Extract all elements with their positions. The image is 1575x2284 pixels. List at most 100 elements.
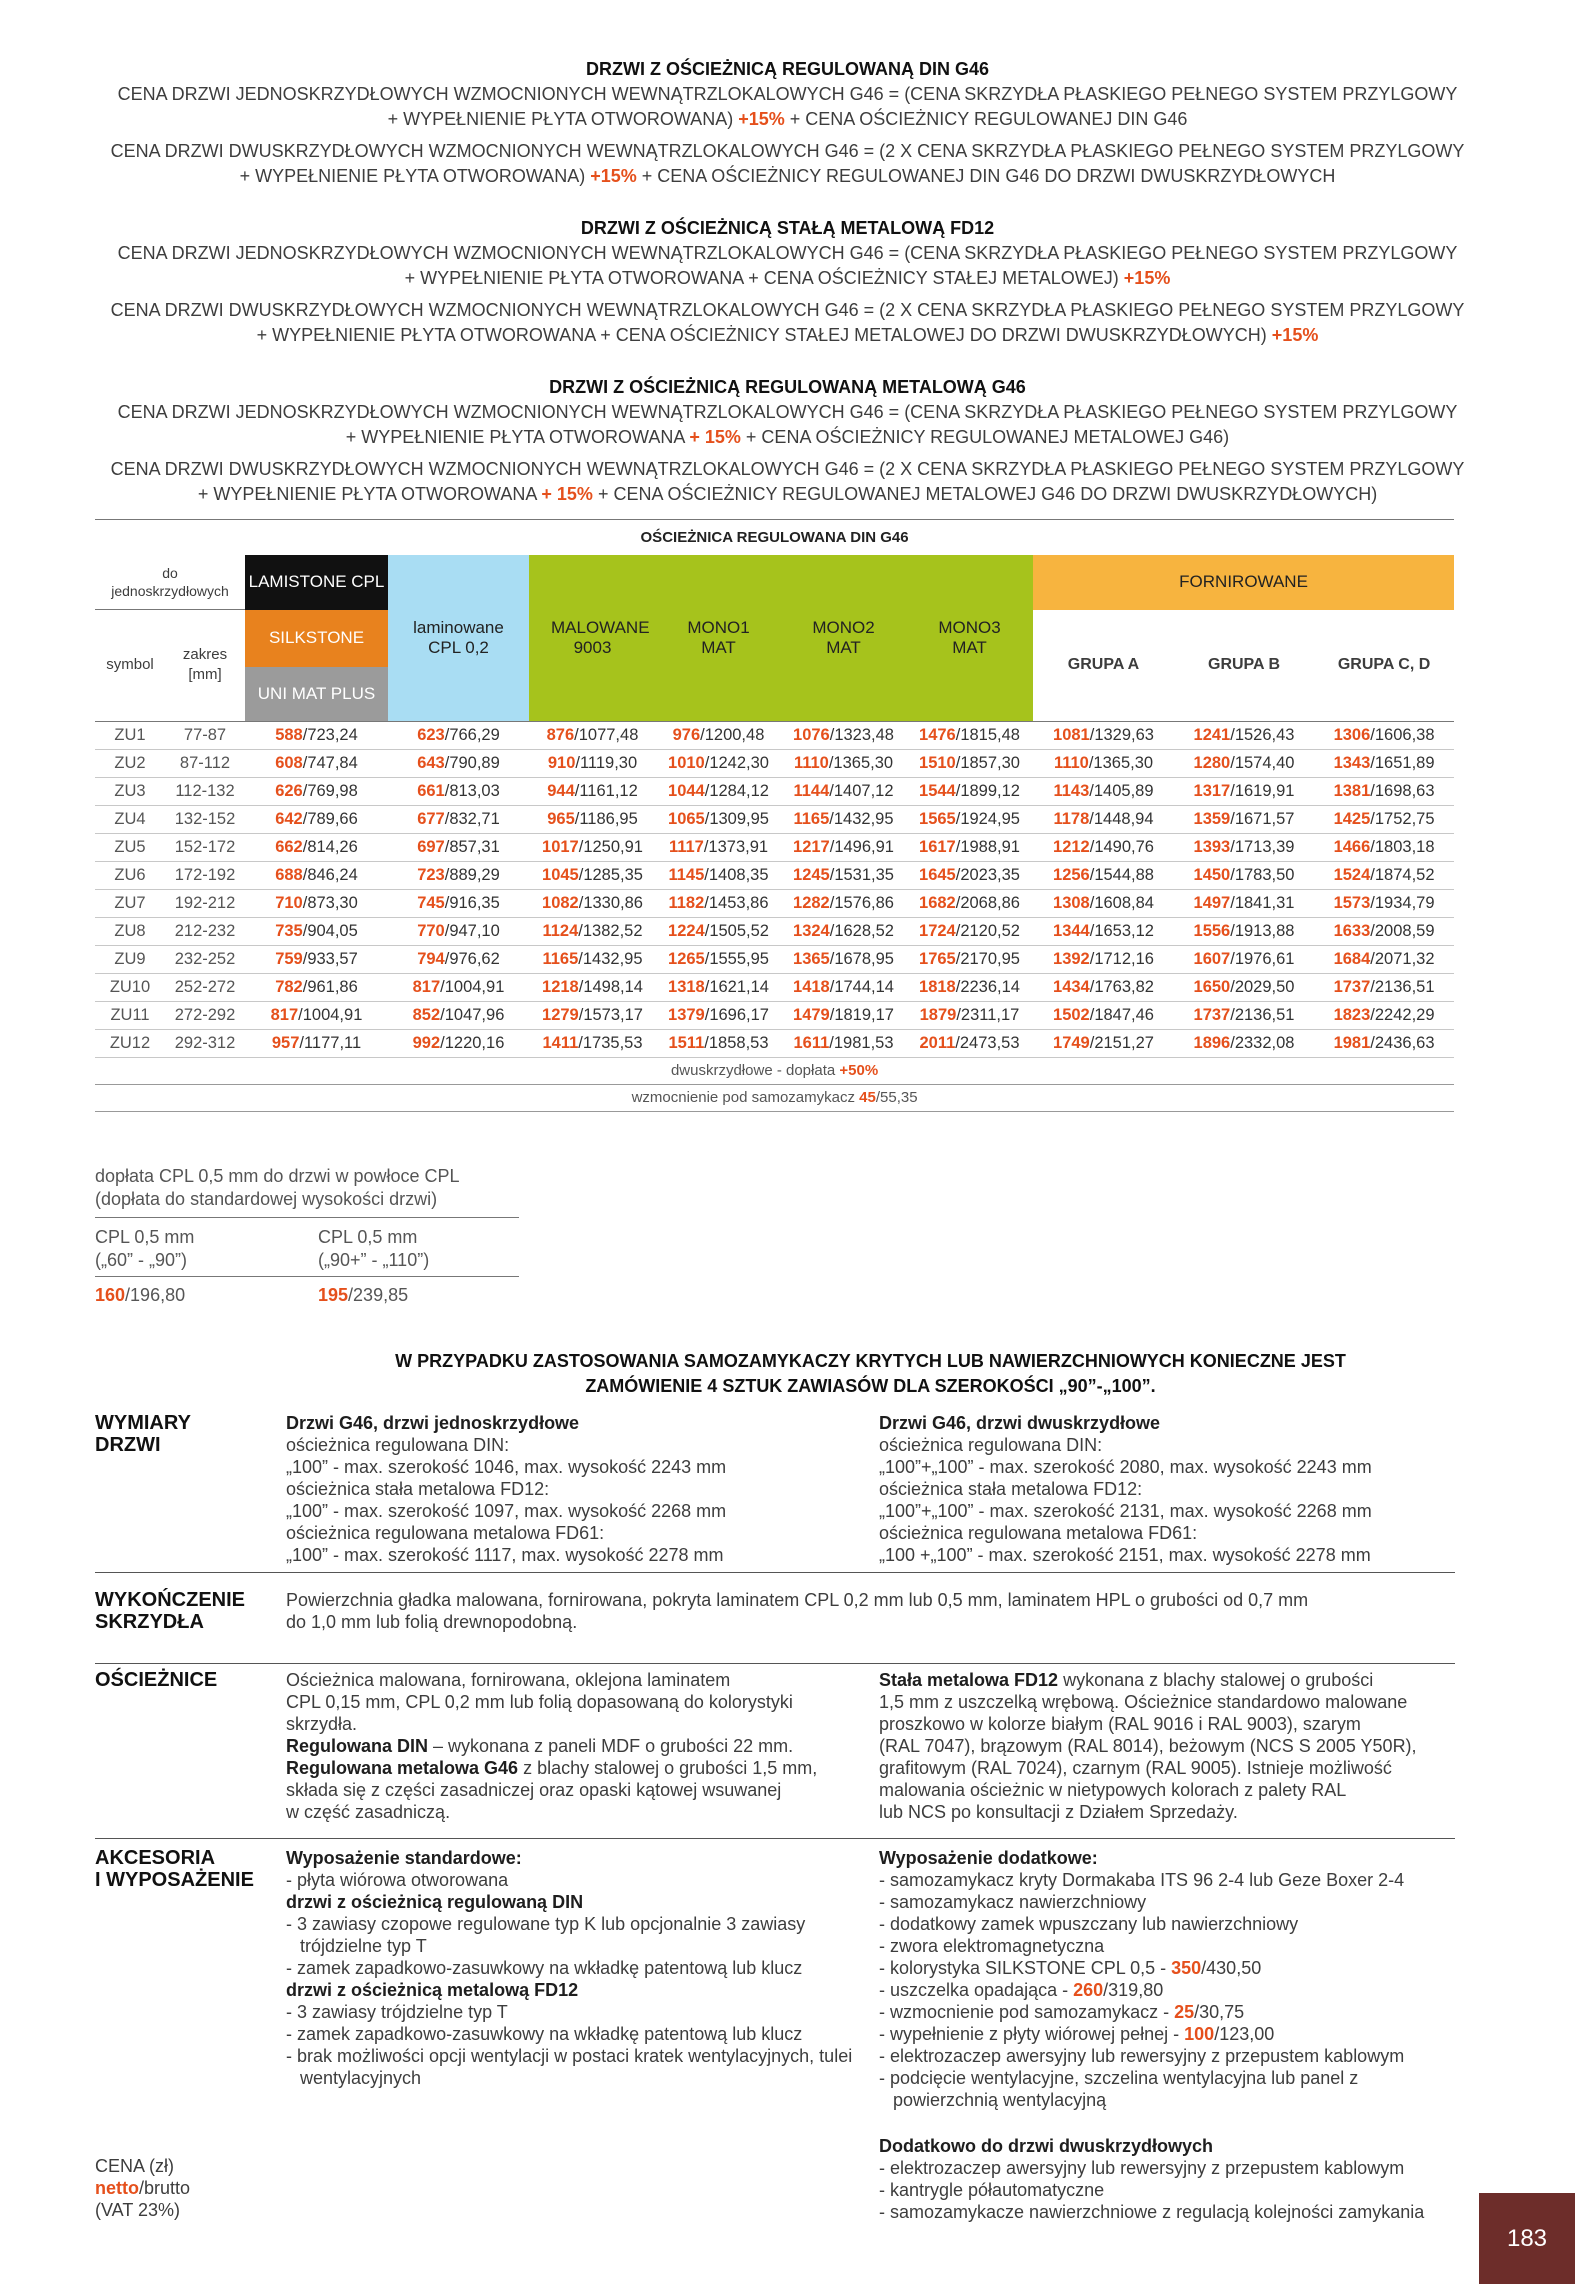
page-number: 183 (1479, 2193, 1575, 2284)
price-cell: 944/1161,12 (529, 777, 656, 806)
gross-price: /1505,52 (704, 921, 769, 940)
gross-price: /1574,40 (1230, 753, 1295, 772)
price-cell: 588/723,24 (245, 720, 388, 750)
row-label: ZU6 (95, 861, 165, 890)
spec-column: Powierzchnia gładka malowana, fornirowan… (286, 1589, 1455, 1633)
text-line: CENA DRZWI DWUSKRZYDŁOWYCH WZMOCNIONYCH … (110, 459, 1465, 479)
net-price: 1241 (1193, 725, 1231, 744)
price-cell: 745/916,35 (388, 889, 529, 918)
row-label: 132-152 (165, 805, 245, 834)
price-cell: 626/769,98 (245, 777, 388, 806)
gross-price: /813,03 (444, 781, 500, 800)
price-cell: 1749/2151,27 (1033, 1029, 1174, 1058)
price-cell: 1178/1448,94 (1033, 805, 1174, 834)
text-line: - podcięcie wentylacyjne, szczelina went… (879, 2068, 1359, 2110)
text-line: - brak możliwości opcji wentylacji w pos… (286, 2046, 853, 2088)
price-cell: 1076/1323,48 (781, 720, 906, 750)
text-line: (RAL 7047), brązowym (RAL 8014), beżowym… (879, 1736, 1417, 1756)
gross-price: /832,71 (444, 809, 500, 828)
text-line: Regulowana metalowa G46 z blachy stalowe… (286, 1757, 879, 1779)
text-line: Powierzchnia gładka malowana, fornirowan… (286, 1590, 1309, 1610)
net-price: 1510 (919, 753, 956, 772)
paragraph: CENA DRZWI JEDNOSKRZYDŁOWYCH WZMOCNIONYC… (0, 82, 1575, 132)
gross-price: /1373,91 (703, 837, 769, 856)
text-line: Wyposażenie dodatkowe: (879, 1847, 1455, 1869)
price-cell: 1682/2068,86 (906, 889, 1033, 918)
specifications: WYMIARY DRZWI Drzwi G46, drzwi jednoskrzyd… (95, 1412, 1455, 2223)
gross-price: /1407,12 (829, 781, 894, 800)
intro-section: DRZWI Z OŚCIEŻNICĄ STAŁĄ METALOWĄ FD12 CE… (0, 216, 1575, 348)
price-cell: 1344/1653,12 (1033, 917, 1174, 946)
net-price: 1110 (1053, 753, 1089, 772)
row-label: 212-232 (165, 917, 245, 946)
gross-price: /769,98 (302, 781, 358, 800)
price-cell: 1650/2029,50 (1174, 973, 1314, 1002)
price-row: ZU4 132-152 642/789,66 677/832,71 965/1186,9… (95, 805, 1455, 834)
net-price: 770 (417, 921, 445, 940)
text-run: + WYPEŁNIENIE PŁYTA OTWOROWANA (197, 484, 542, 504)
paragraph: CENA DRZWI DWUSKRZYDŁOWYCH WZMOCNIONYCH … (0, 457, 1575, 507)
gross-price: /1382,52 (578, 921, 643, 940)
header-cell: zakres [mm] (165, 609, 245, 721)
price-row: ZU7 192-212 710/873,30 745/916,35 1082/1330,… (95, 889, 1455, 918)
text-run: + CENA OŚCIEŻNICY REGULOWANEJ DIN G46 (784, 109, 1188, 129)
net-price: 1143 (1053, 781, 1090, 800)
extra-title: Dodatkowo do drzwi dwuskrzydłowych (879, 2136, 1214, 2156)
price-cell: 1511/1858,53 (656, 1029, 781, 1058)
text-line: do 1,0 mm lub folią drewnopodobną. (286, 1612, 578, 1632)
header-cell: SILKSTONE (245, 609, 388, 667)
gross-price: /1735,53 (578, 1033, 643, 1052)
price-cell: 1265/1555,95 (656, 945, 781, 974)
cpl-surcharge: dopłata CPL 0,5 mm do drzwi w powłoce CP… (95, 1165, 519, 1307)
extra-equipment: Dodatkowo do drzwi dwuskrzydłowych - elek… (879, 2135, 1455, 2223)
net-price: 852 (412, 1005, 441, 1024)
price-cell: 1393/1713,39 (1174, 833, 1314, 862)
price-cell: 677/832,71 (388, 805, 529, 834)
row-label: ZU9 (95, 945, 165, 974)
price-cell: 1017/1250,91 (529, 833, 656, 862)
gross-price: /2136,51 (1230, 1005, 1295, 1024)
gross-price: /1555,95 (704, 949, 769, 968)
net-price: 1076 (793, 725, 830, 744)
gross-price: /889,29 (444, 865, 500, 884)
paragraph: CENA DRZWI JEDNOSKRZYDŁOWYCH WZMOCNIONYC… (0, 241, 1575, 291)
net-price: 160 (95, 1285, 126, 1305)
row-label: 292-312 (165, 1029, 245, 1058)
net-price: 782 (275, 977, 303, 996)
text-line: - płyta wiórowa otworowana (286, 1870, 509, 1890)
label-line: DRZWI (95, 1434, 161, 1456)
bold-text: drzwi z ościeżnicą metalową FD12 (286, 1980, 579, 2000)
price-cell: 1318/1621,14 (656, 973, 781, 1002)
gross-price: /1250,91 (578, 837, 643, 856)
row-label: 232-252 (165, 945, 245, 974)
price-cell: 1365/1678,95 (781, 945, 906, 974)
price-cell: 1633/2008,59 (1314, 917, 1455, 946)
bold-text: Drzwi G46, drzwi jednoskrzydłowe (286, 1413, 580, 1433)
text-line: - samozamykacze nawierzchniowe z regulac… (879, 2202, 1425, 2222)
net-price: 661 (417, 781, 445, 800)
row-label: ZU4 (95, 805, 165, 834)
gross-price: /2473,53 (955, 1033, 1020, 1052)
price-row: ZU9 232-252 759/933,57 794/976,62 1165/1432,… (95, 945, 1455, 974)
gross-price: /1619,91 (1230, 781, 1295, 800)
gross-price: /1329,63 (1089, 725, 1154, 744)
gross-price: /1744,14 (829, 977, 894, 996)
net-price: 1511 (668, 1033, 705, 1052)
net-price: 910 (547, 753, 576, 772)
net-price: 1218 (542, 977, 579, 996)
gross-price: /2242,29 (1370, 1005, 1435, 1024)
price-row: ZU1 77-87 588/723,24 623/766,29 876/1077,48 9… (95, 720, 1455, 750)
price-cell: 1510/1857,30 (906, 749, 1033, 778)
text-line: + WYPEŁNIENIE PŁYTA OTWOROWANA + CENA OŚ… (0, 266, 1575, 291)
row-label: ZU1 (95, 720, 165, 750)
gross-price: /1651,89 (1370, 753, 1435, 772)
price-cell: 1476/1815,48 (906, 720, 1033, 750)
net-price: 642 (275, 809, 303, 828)
gross-price: /1309,95 (704, 809, 769, 828)
header-row: do jednoskrzydłowych LAMISTONE CPL lamin… (95, 555, 1455, 721)
net-price: 1265 (668, 949, 705, 968)
price-cell: 662/814,26 (245, 833, 388, 862)
spec-column: Stała metalowa FD12 wykonana z blachy st… (879, 1669, 1455, 1823)
price-cell: 1411/1735,53 (529, 1029, 656, 1058)
